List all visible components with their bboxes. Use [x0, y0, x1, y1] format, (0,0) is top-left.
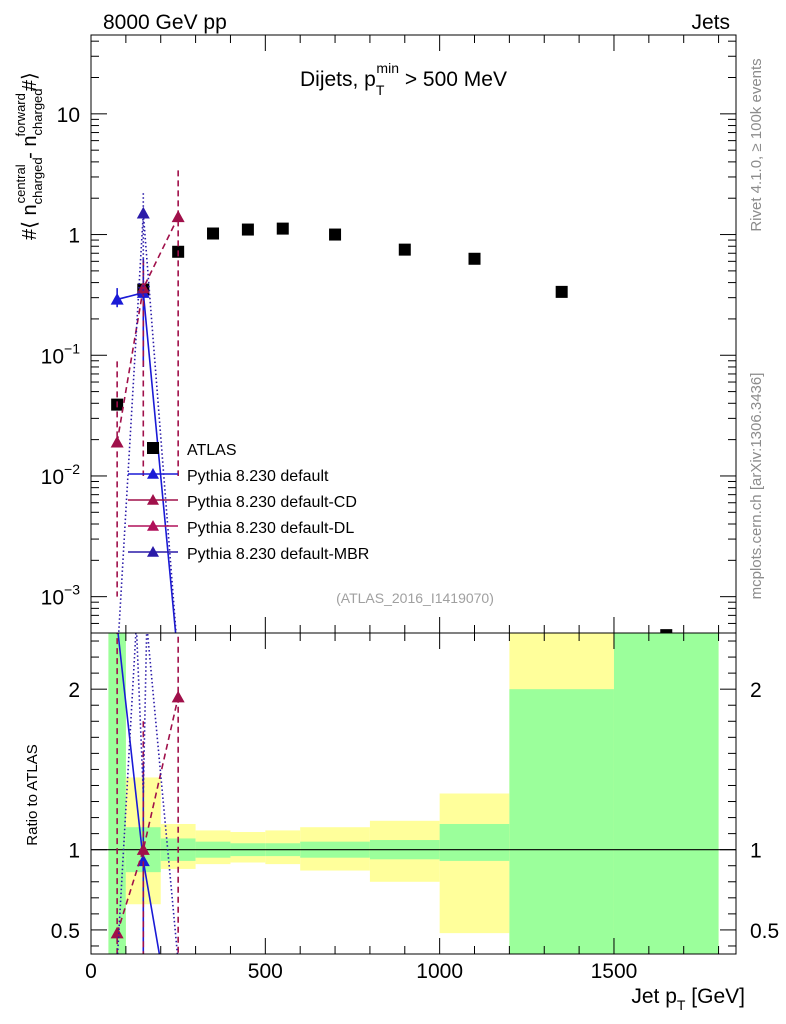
atlas-point	[555, 285, 568, 298]
atlas-point	[241, 223, 254, 236]
y-tick-label-exp: −2	[64, 461, 80, 477]
mcplots-label: mcplots.cern.ch [arXiv:1306.3436]	[748, 373, 765, 600]
ratio-line	[116, 633, 179, 954]
legend-label: Pythia 8.230 default-CD	[187, 494, 357, 511]
series-line	[116, 291, 177, 633]
ratio-series-1	[110, 633, 185, 954]
legend-item: Pythia 8.230 default-CD	[128, 494, 357, 511]
atlas-point	[207, 227, 220, 240]
x-tick-label: 1500	[591, 960, 638, 983]
legend-marker	[147, 468, 159, 479]
y-tick-label: 10−3	[41, 582, 81, 610]
triangle-point	[110, 292, 124, 305]
triangle-point	[136, 206, 150, 219]
legend-label: Pythia 8.230 default-MBR	[187, 546, 369, 563]
x-tick-label: 1000	[416, 960, 463, 983]
y-tick-label-exp: −1	[64, 340, 80, 356]
legend-item: Pythia 8.230 default-MBR	[128, 546, 369, 563]
series-2	[110, 170, 185, 597]
main-title: Dijets, pTmin > 500 MeV	[300, 60, 507, 98]
xaxis-label: Jet pT [GeV]	[631, 985, 745, 1013]
legend-label: Pythia 8.230 default-DL	[187, 520, 354, 537]
ratio-y-tick-label: 0.5	[51, 920, 80, 943]
rivet-label: Rivet 4.1.0, ≥ 100k events	[748, 58, 765, 231]
main-ylabel: #⟨ nchargedcentral - nchargedforward#⟩	[13, 72, 45, 240]
legend-label: ATLAS	[187, 442, 237, 459]
legend-label: Pythia 8.230 default	[187, 468, 329, 485]
legend-item: ATLAS	[147, 442, 237, 459]
x-tick-label: 500	[248, 960, 283, 983]
ratio-ylabel: Ratio to ATLAS	[24, 744, 41, 845]
y-tick-label-base: 10	[41, 587, 64, 610]
ratio-frame	[90, 632, 737, 955]
series-line	[116, 216, 179, 443]
triangle-point	[110, 435, 124, 448]
main-data-layer	[110, 170, 673, 633]
atlas-point	[468, 252, 481, 265]
uncertainty-band-inner	[613, 633, 719, 954]
y-tick-label: 1	[68, 225, 80, 248]
atlas-point	[398, 243, 411, 256]
ratio-y-tick-label-right: 1	[750, 840, 762, 863]
legend-marker	[147, 546, 159, 557]
y-tick-label: 10	[57, 104, 80, 127]
header-right: Jets	[691, 11, 730, 34]
ratio-point	[136, 843, 150, 855]
ratio-panel: 0.5 0.5 1 1 2 2 0 500 1000 1500 Ratio to ATLAS Je…	[24, 632, 779, 1013]
y-tick-label: 10−2	[41, 461, 81, 489]
series-4	[117, 193, 177, 633]
series-0	[111, 222, 673, 633]
ratio-y-tick-label-right: 0.5	[750, 920, 779, 943]
series-line	[117, 213, 177, 633]
ratio-point	[110, 926, 124, 939]
y-tick-label-exp: −3	[64, 582, 80, 598]
ratio-point	[171, 690, 185, 703]
atlas-point	[660, 629, 673, 633]
uncertainty-band-outer	[439, 793, 510, 934]
uncertainty-band-inner	[509, 689, 614, 954]
atlas-point	[276, 222, 289, 235]
x-tick-label: 0	[85, 960, 97, 983]
legend-marker	[147, 442, 159, 454]
ratio-y-tick-label-right: 2	[750, 679, 762, 702]
ratio-line	[116, 697, 179, 934]
uncertainty-band-inner	[439, 823, 510, 861]
watermark: (ATLAS_2016_I1419070)	[336, 590, 494, 606]
legend-marker	[147, 520, 159, 531]
legend-item: Pythia 8.230 default-DL	[128, 520, 354, 537]
ratio-series-2	[116, 633, 179, 954]
ratio-point	[136, 854, 150, 867]
ratio-y-tick-label: 2	[68, 679, 80, 702]
triangle-point	[136, 281, 150, 294]
y-tick-label-base: 10	[41, 345, 64, 368]
ratio-data-layer	[91, 633, 736, 954]
y-tick-label-base: 10	[41, 466, 64, 489]
main-frame	[90, 34, 737, 634]
y-tick-label: 10−1	[41, 340, 81, 368]
ratio-y-tick-label: 1	[68, 840, 80, 863]
legend-marker	[147, 494, 159, 505]
atlas-point	[329, 228, 342, 241]
legend-item: Pythia 8.230 default	[128, 468, 329, 485]
triangle-point	[171, 210, 185, 223]
header-left: 8000 GeV pp	[103, 11, 227, 34]
